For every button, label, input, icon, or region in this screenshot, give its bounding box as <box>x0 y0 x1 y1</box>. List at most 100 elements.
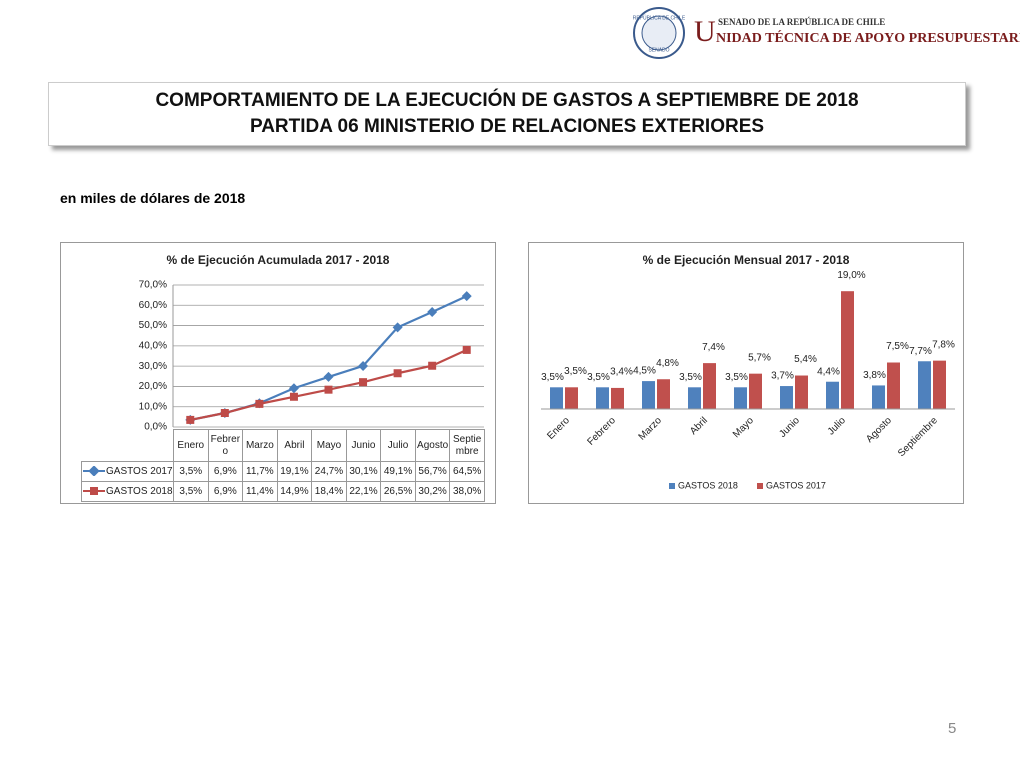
x-tick-label: Agosto <box>864 415 894 445</box>
x-tick-label: Enero <box>173 429 209 462</box>
data-label: 11,7% <box>242 461 278 482</box>
data-label: 4,8% <box>656 358 679 369</box>
y-tick-label: 0,0% <box>144 422 167 433</box>
y-tick-label: 20,0% <box>139 381 167 392</box>
data-label: 3,7% <box>771 371 794 382</box>
legend-key <box>757 483 763 489</box>
bar <box>918 361 931 409</box>
data-label: 49,1% <box>380 461 416 482</box>
data-label: 3,5% <box>173 461 209 482</box>
data-label: 14,9% <box>276 481 313 502</box>
data-label: 30,2% <box>414 481 451 502</box>
y-tick-label: 60,0% <box>139 300 167 311</box>
bar <box>841 291 854 409</box>
bar <box>611 387 624 409</box>
chart-title: % de Ejecución Acumulada 2017 - 2018 <box>167 253 390 267</box>
title-box: COMPORTAMIENTO DE LA EJECUCIÓN DE GASTOS… <box>48 82 966 146</box>
marker <box>220 409 229 418</box>
marker <box>255 399 264 408</box>
series-row: GASTOS 2018 3,5% 6,9% 11,4% 14,9% 18,4% 22,1% 2… <box>81 481 485 502</box>
data-label: 5,4% <box>794 354 817 365</box>
marker <box>323 371 334 382</box>
data-line <box>190 348 468 421</box>
marker <box>427 306 438 317</box>
y-tick-label: 30,0% <box>139 361 167 372</box>
bar <box>642 381 655 409</box>
logo: REPÚBLICA DE CHILE SENADO U SENADO DE LA… <box>633 7 1020 59</box>
x-tick-label: Mayo <box>731 415 756 440</box>
bar <box>565 387 578 409</box>
bar <box>596 387 609 409</box>
data-label: 7,4% <box>702 342 725 353</box>
data-label: 7,5% <box>886 341 909 352</box>
x-tick-label: Julio <box>380 429 416 462</box>
data-label: 6,9% <box>207 461 244 482</box>
chart-monthly: % de Ejecución Mensual 2017 - 2018 3,5% 3,… <box>528 242 964 504</box>
data-label: 19,1% <box>276 461 313 482</box>
bar <box>749 373 762 409</box>
data-label: 7,7% <box>909 346 932 357</box>
marker <box>358 360 369 371</box>
y-tick-label: 50,0% <box>139 320 167 331</box>
bar <box>795 375 808 409</box>
bar <box>887 362 900 409</box>
data-label: 4,4% <box>817 366 840 377</box>
data-label: 6,9% <box>207 481 244 502</box>
legend-label: GASTOS 2018 <box>106 485 173 497</box>
x-tick-label: Julio <box>826 415 849 438</box>
subtitle: en miles de dólares de 2018 <box>60 190 246 206</box>
x-tick-label: Junio <box>345 429 382 462</box>
data-label: 56,7% <box>414 461 451 482</box>
data-label: 64,5% <box>449 461 485 482</box>
bar <box>872 385 885 409</box>
data-label: 3,4% <box>610 367 633 378</box>
data-table: Enero Febrero Marzo Abril Mayo Junio Julio Agos… <box>81 429 485 502</box>
data-label: 11,4% <box>242 481 278 502</box>
bar <box>657 379 670 409</box>
data-line <box>190 295 468 421</box>
bar <box>826 381 839 409</box>
marker <box>392 322 403 333</box>
data-label: 30,1% <box>345 461 382 482</box>
marker <box>462 345 471 354</box>
data-label: 18,4% <box>311 481 347 502</box>
bar <box>933 360 946 409</box>
seal-text: SENADO <box>648 47 669 53</box>
title-line: COMPORTAMIENTO DE LA EJECUCIÓN DE GASTOS… <box>155 90 859 111</box>
data-label: 26,5% <box>380 481 416 502</box>
data-label: 19,0% <box>837 270 865 281</box>
x-tick-label: Agosto <box>414 429 451 462</box>
data-label: 3,8% <box>863 370 886 381</box>
x-tick-label: Marzo <box>242 429 278 462</box>
bar <box>734 387 747 409</box>
marker <box>288 383 299 394</box>
data-label: 5,7% <box>748 352 771 363</box>
bar <box>550 387 563 409</box>
series-row: GASTOS 2017 3,5% 6,9% 11,7% 19,1% 24,7% 30,1% 4… <box>81 461 485 482</box>
data-label: 22,1% <box>345 481 382 502</box>
corner <box>82 430 174 462</box>
legend-marker <box>90 486 98 495</box>
logo-line: NIDAD TÉCNICA DE APOYO PRESUPUESTARIO <box>716 29 1020 46</box>
bar <box>703 363 716 409</box>
y-tick-label: 70,0% <box>139 280 167 291</box>
marker <box>428 361 437 370</box>
marker <box>359 378 368 387</box>
data-label: 3,5% <box>587 372 610 383</box>
marker <box>324 385 333 394</box>
legend-marker <box>88 465 100 477</box>
data-label: 3,5% <box>725 372 748 383</box>
chart-title: % de Ejecución Mensual 2017 - 2018 <box>643 253 850 267</box>
legend-key <box>83 465 105 477</box>
x-tick-label: Enero <box>545 415 572 442</box>
legend-label: GASTOS 2017 <box>106 465 173 477</box>
bar <box>688 387 701 409</box>
chart: % de Ejecución Acumulada 2017 - 2018 0,0%… <box>139 253 484 433</box>
data-label: 7,8% <box>932 339 955 350</box>
chart-accumulated: % de Ejecución Acumulada 2017 - 2018 0,0%… <box>60 242 496 504</box>
x-tick-label: Mayo <box>311 429 347 462</box>
data-label: 4,5% <box>633 366 656 377</box>
title-line: PARTIDA 06 MINISTERIO DE RELACIONES EXTE… <box>249 116 765 137</box>
bar <box>780 386 793 409</box>
